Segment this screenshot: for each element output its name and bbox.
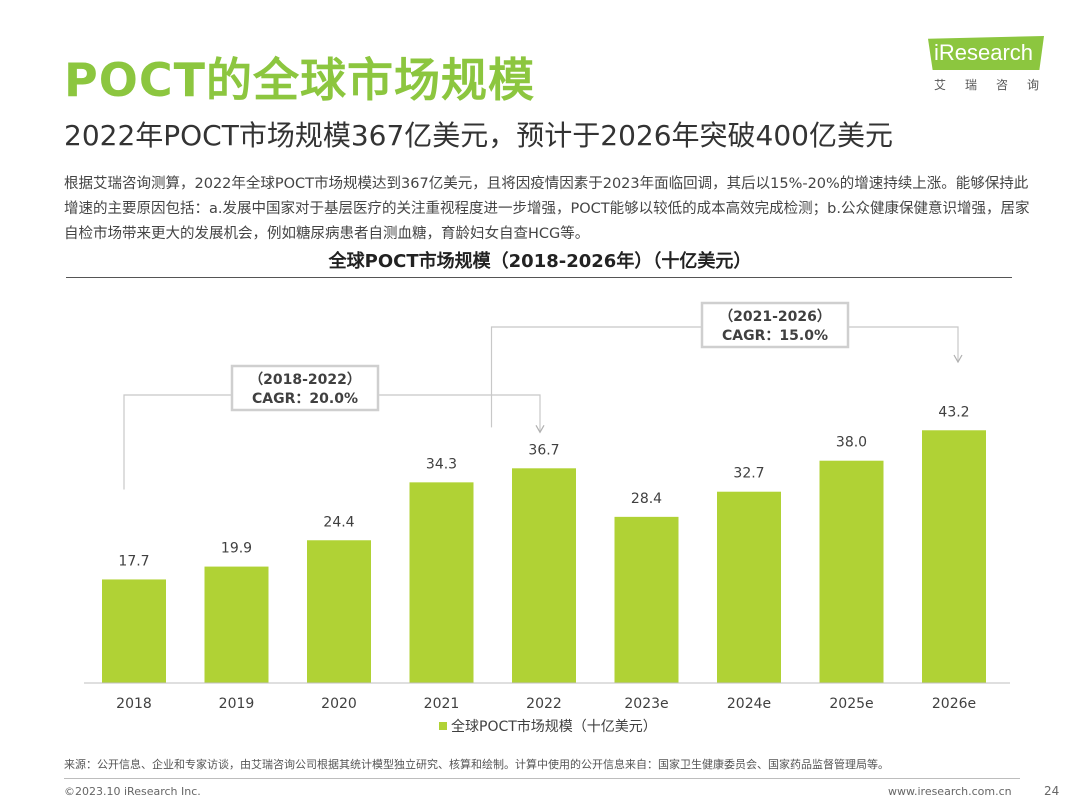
annotation-layer: （2018-2022） CAGR：20.0% （2021-2026） CAGR：15.… bbox=[123, 301, 963, 490]
bar-2026e bbox=[922, 430, 986, 683]
summary-paragraph: 根据艾瑞咨询测算，2022年全球POCT市场规模达到367亿美元，且将因疫情因素… bbox=[64, 176, 1030, 242]
value-label-2026e: 43.2 bbox=[938, 404, 969, 420]
value-label-2021: 34.3 bbox=[426, 456, 457, 472]
copyright: ©2023.10 iResearch Inc. bbox=[64, 785, 201, 798]
cagr-box bbox=[700, 301, 850, 349]
bar-2021 bbox=[409, 482, 474, 683]
arrow-down-icon bbox=[953, 354, 963, 364]
x-tick-2023e: 2023e bbox=[624, 696, 668, 712]
iresearch-logo: iResearch 艾瑞咨询 bbox=[928, 36, 1050, 94]
value-label-2019: 19.9 bbox=[221, 541, 252, 557]
chart-title: 全球POCT市场规模（2018-2026年）（十亿美元） bbox=[328, 251, 752, 272]
bar-2024e bbox=[717, 491, 781, 683]
x-tick-2022: 2022 bbox=[526, 696, 562, 712]
bar-2023e bbox=[614, 516, 679, 683]
value-label-2024e: 32.7 bbox=[733, 466, 764, 482]
bar-2020 bbox=[307, 540, 371, 683]
cagr-value: CAGR：15.0% bbox=[722, 328, 828, 344]
value-label-2020: 24.4 bbox=[323, 514, 354, 530]
arrow-down-icon bbox=[535, 425, 545, 434]
legend-swatch bbox=[439, 722, 447, 730]
value-label-2023e: 28.4 bbox=[631, 491, 662, 507]
website: www.iresearch.com.cn bbox=[888, 785, 1012, 798]
cagr-box bbox=[230, 364, 380, 412]
cagr-annotation-1: （2018-2022） CAGR：20.0% bbox=[123, 364, 545, 490]
value-label-2025e: 38.0 bbox=[836, 435, 867, 451]
page-subtitle: 2022年POCT市场规模367亿美元，预计于2026年突破400亿美元 bbox=[64, 119, 893, 152]
bar-2018 bbox=[102, 579, 166, 683]
x-tick-2021: 2021 bbox=[424, 696, 460, 712]
bar-2019 bbox=[204, 566, 269, 683]
legend-label: 全球POCT市场规模（十亿美元） bbox=[451, 718, 657, 735]
x-tick-2025e: 2025e bbox=[829, 696, 873, 712]
bar-layer: 17.7 19.9 24.4 34.3 36.7 28.4 32.7 38.0 43.2 bbox=[102, 404, 986, 683]
logo-subtitle: 艾瑞咨询 bbox=[934, 78, 1059, 92]
logo-name: iResearch bbox=[934, 40, 1034, 65]
x-tick-2024e: 2024e bbox=[727, 696, 771, 712]
cagr-value: CAGR：20.0% bbox=[252, 391, 358, 407]
x-tick-2018: 2018 bbox=[116, 696, 152, 712]
page-number: 24 bbox=[1044, 784, 1060, 798]
value-label-2022: 36.7 bbox=[528, 442, 559, 458]
x-tick-2020: 2020 bbox=[321, 696, 357, 712]
source-note: 来源：公开信息、企业和专家访谈，由艾瑞咨询公司根据其统计模型独立研究、核算和绘制… bbox=[64, 758, 889, 771]
bar-2022 bbox=[512, 468, 576, 683]
x-tick-2019: 2019 bbox=[219, 696, 255, 712]
footer-divider bbox=[64, 778, 1020, 779]
x-tick-2026e: 2026e bbox=[932, 696, 976, 712]
cagr-period: （2021-2026） bbox=[719, 309, 831, 325]
value-label-2018: 17.7 bbox=[118, 553, 149, 569]
bar-2025e bbox=[819, 460, 884, 683]
x-tick-layer: 2018 2019 2020 2021 2022 2023e 2024e 2025e 2026e bbox=[116, 696, 976, 712]
cagr-annotation-2: （2021-2026） CAGR：15.0% bbox=[490, 301, 963, 428]
page-title: POCT的全球市场规模 bbox=[64, 53, 535, 107]
chart-title-divider bbox=[66, 277, 1012, 278]
cagr-period: （2018-2022） bbox=[249, 372, 361, 388]
logo-mark bbox=[928, 36, 1044, 70]
legend: 全球POCT市场规模（十亿美元） bbox=[439, 718, 657, 735]
